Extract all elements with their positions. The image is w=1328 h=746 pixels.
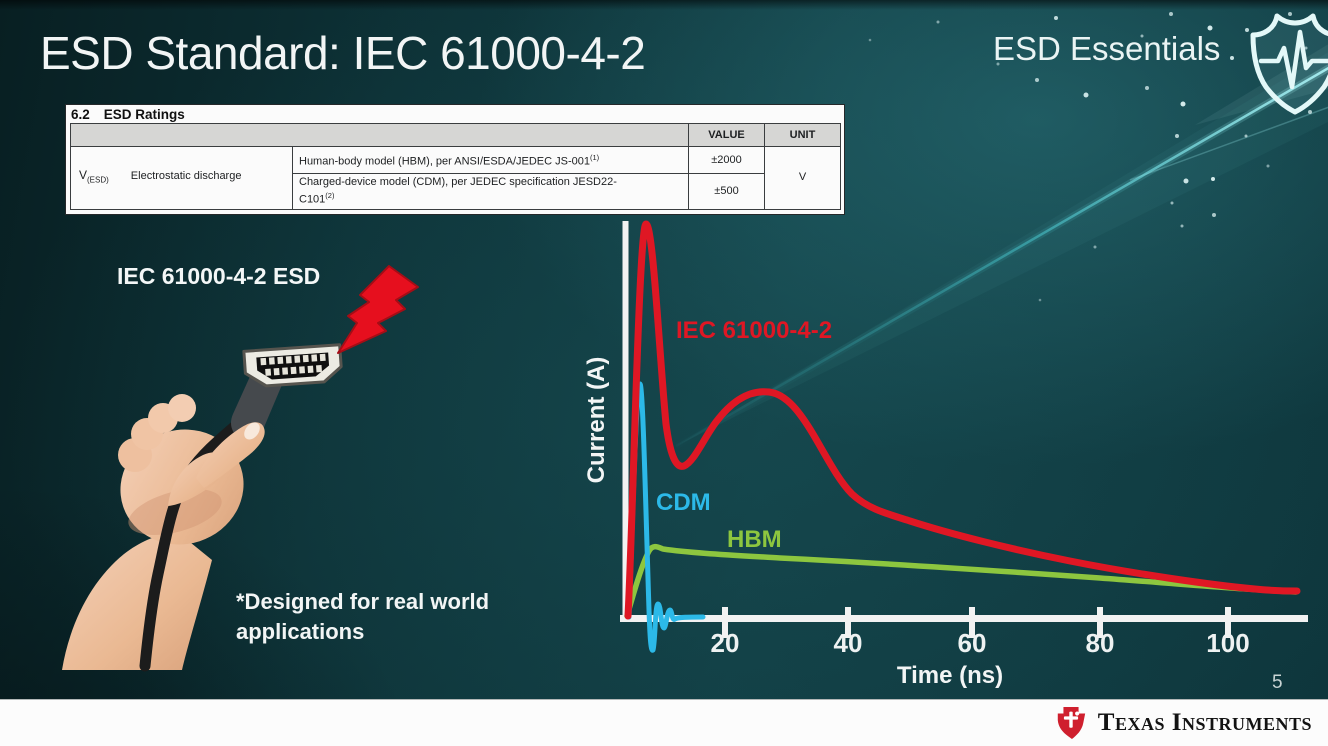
symbol-sub: (ESD) — [87, 175, 109, 185]
value-cell: ±500 — [688, 173, 765, 210]
forearm — [62, 533, 212, 670]
x-tick-label: 60 — [957, 628, 987, 658]
symbol-label: Electrostatic discharge — [130, 170, 242, 183]
symbol: V — [79, 168, 88, 183]
streak-line-2 — [1129, 106, 1328, 181]
x-axis-ticks — [722, 607, 1231, 638]
value-cell: ±2000 — [688, 146, 765, 174]
unit-header: UNIT — [764, 123, 841, 147]
ratings-card: 6.2 ESD Ratings VALUE UNIT V(ESD) Electros… — [65, 104, 845, 215]
x-tick-label: 80 — [1085, 628, 1115, 658]
esd-shield-icon — [1250, 13, 1328, 115]
x-axis — [620, 615, 1308, 622]
x-tick-label: 20 — [710, 628, 740, 658]
iec-curve — [624, 220, 1301, 620]
plug-body — [231, 372, 284, 442]
value-header: VALUE — [688, 123, 765, 147]
section-number: 6.2 — [71, 107, 90, 122]
streak-line — [675, 66, 1328, 448]
table-row: V(ESD) Electrostatic discharge Human-body… — [70, 146, 841, 210]
series-label-hbm: HBM — [727, 526, 782, 553]
starfield — [868, 12, 1312, 302]
x-tick-label: 40 — [833, 628, 863, 658]
ti-logo-icon — [1057, 706, 1085, 740]
x-tick-label: 100 — [1206, 628, 1250, 658]
pinching-fingers — [168, 422, 265, 506]
footnote-line-1: *Designed for real world — [236, 589, 490, 614]
page-number: 5 — [1272, 672, 1283, 693]
illustration-label: IEC 61000-4-2 ESD — [117, 263, 321, 289]
pulse-line-icon — [1258, 29, 1328, 90]
footnote-line-2: applications — [236, 619, 365, 644]
program-title: ESD Essentials — [993, 30, 1221, 67]
page-title: ESD Standard: IEC 61000-4-2 — [40, 27, 646, 79]
table-row: Charged-device model (CDM), per JEDEC sp… — [71, 173, 841, 210]
symbol-cell: V(ESD) Electrostatic discharge — [70, 146, 293, 210]
knuckle — [168, 394, 196, 422]
footnote: *Designed for real world applications — [236, 587, 489, 647]
series-label-cdm: CDM — [656, 489, 711, 516]
fingernail — [244, 422, 260, 440]
ratings-table: VALUE UNIT V(ESD) Electrostatic discharge… — [70, 123, 841, 210]
footer-bar: Texas Instruments — [0, 699, 1328, 746]
hdmi-pins — [260, 353, 326, 376]
shield-outline — [1250, 13, 1328, 115]
brand-wordmark: Texas Instruments — [1097, 708, 1312, 736]
description-cell: Charged-device model (CDM), per JEDEC sp… — [292, 173, 689, 210]
section-name: ESD Ratings — [103, 107, 185, 122]
description-cell: Human-body model (HBM), per ANSI/ESDA/JE… — [292, 146, 689, 174]
series-label-iec: IEC 61000-4-2 — [676, 317, 833, 344]
y-axis-label: Current (A) — [583, 356, 610, 484]
ratings-section-title: 6.2 ESD Ratings — [66, 105, 844, 123]
x-axis-label: Time (ns) — [896, 662, 1004, 689]
unit-cell: V — [764, 146, 841, 210]
lightning-bolt-icon — [337, 265, 419, 354]
hdmi-cable — [139, 400, 264, 672]
y-axis — [622, 221, 629, 619]
hdmi-connector-icon — [231, 343, 343, 442]
